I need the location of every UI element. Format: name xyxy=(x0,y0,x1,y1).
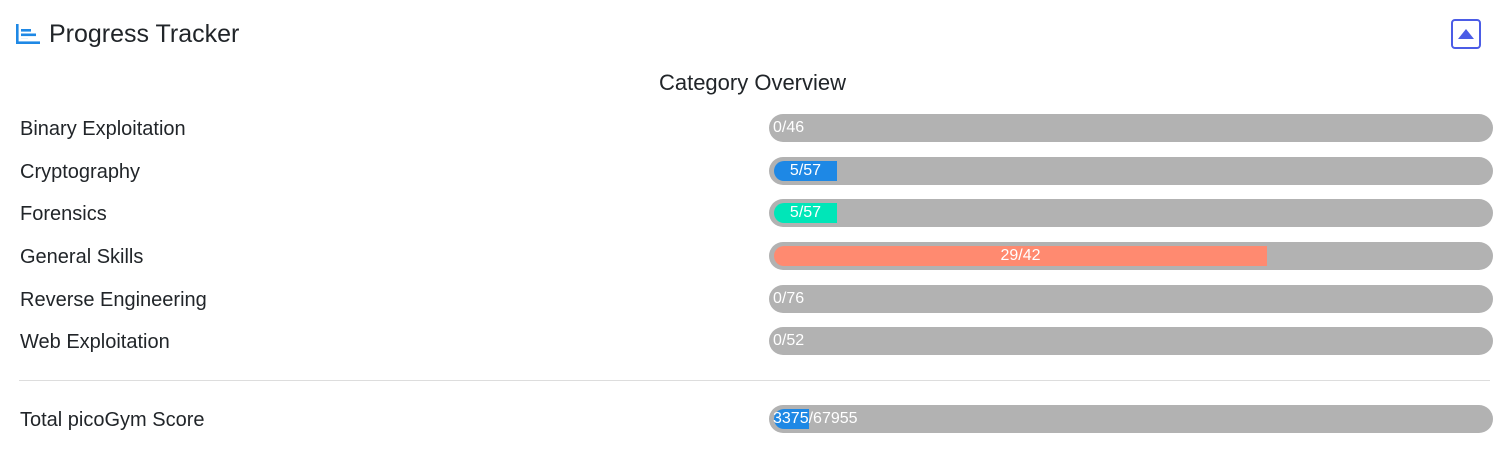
total-score-bar: 3375/67955 xyxy=(769,405,1493,433)
category-progress-fill xyxy=(774,203,837,223)
category-progress-bar: 0/52 xyxy=(769,327,1493,355)
category-progress-bar: 5/57 xyxy=(769,157,1493,185)
category-label: Forensics xyxy=(20,203,107,225)
category-progress-bar: 5/57 xyxy=(769,199,1493,227)
category-progress-bar: 29/42 xyxy=(769,242,1493,270)
category-progress-text: 5/57 xyxy=(789,162,822,179)
category-label: Cryptography xyxy=(20,161,141,183)
category-row: Forensics 5/57 xyxy=(0,199,1505,229)
category-progress-text: 5/57 xyxy=(789,204,822,221)
category-progress-text: 29/42 xyxy=(1000,247,1041,264)
category-label: Reverse Engineering xyxy=(20,289,207,311)
category-label: General Skills xyxy=(20,246,144,268)
category-progress-fill xyxy=(774,161,837,181)
collapse-button[interactable] xyxy=(1451,19,1481,49)
total-score-row: Total picoGym Score 3375/67955 xyxy=(0,405,1505,435)
category-label: Binary Exploitation xyxy=(20,118,186,140)
category-row: Cryptography 5/57 xyxy=(0,157,1505,187)
total-score-fill xyxy=(774,409,809,429)
category-progress-text: 0/76 xyxy=(773,290,805,307)
total-score-value: 3375 xyxy=(773,410,809,427)
total-score-label: Total picoGym Score xyxy=(20,409,205,431)
progress-tracker-header: Progress Tracker xyxy=(0,0,1505,68)
category-row: Reverse Engineering 0/76 xyxy=(0,285,1505,315)
bar-chart-icon xyxy=(15,23,41,45)
total-score-text: 3375/67955 xyxy=(773,405,858,433)
total-score-max: /67955 xyxy=(808,410,858,427)
category-row: Web Exploitation 0/52 xyxy=(0,327,1505,357)
section-title: Category Overview xyxy=(658,70,847,95)
page-title: Progress Tracker xyxy=(49,20,240,48)
category-label: Web Exploitation xyxy=(20,331,170,353)
category-progress-bar: 0/46 xyxy=(769,114,1493,142)
category-row: Binary Exploitation 0/46 xyxy=(0,114,1505,144)
divider xyxy=(19,380,1490,381)
category-progress-fill xyxy=(774,246,1267,266)
category-progress-text: 0/52 xyxy=(773,332,805,349)
category-row: General Skills 29/42 xyxy=(0,242,1505,272)
category-progress-text: 0/46 xyxy=(773,119,805,136)
category-progress-bar: 0/76 xyxy=(769,285,1493,313)
